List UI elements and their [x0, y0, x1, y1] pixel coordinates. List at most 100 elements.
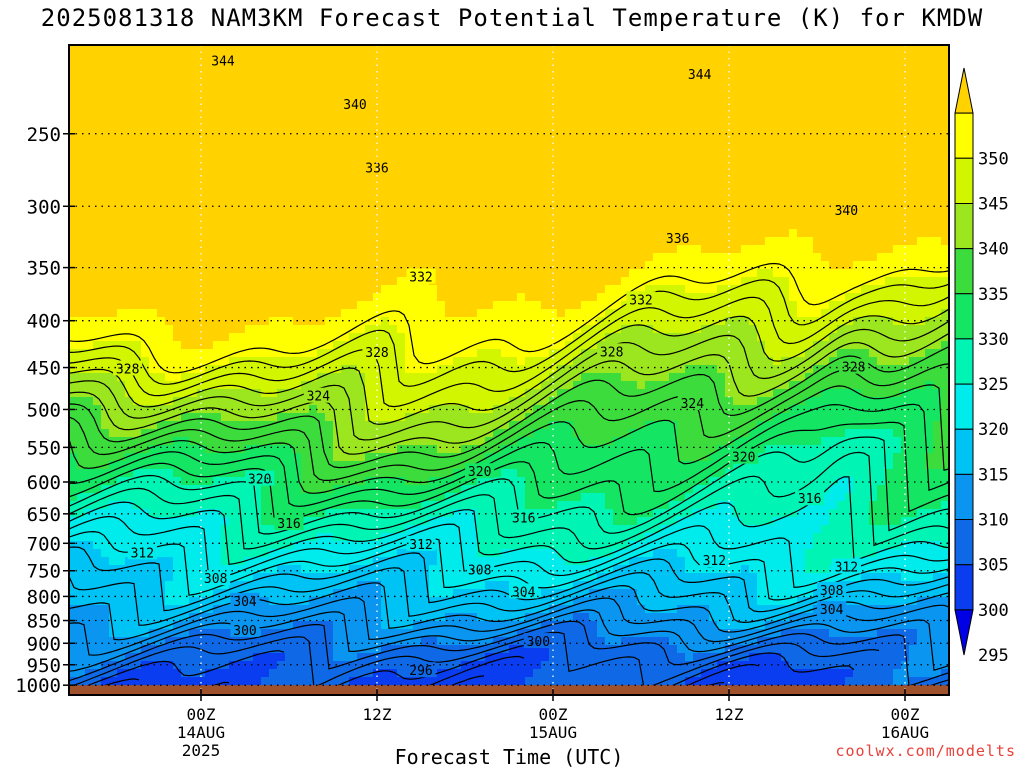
contour-label-bg — [509, 583, 539, 599]
contour-label: 332 — [629, 293, 652, 308]
y-tick-label: 950 — [27, 655, 61, 677]
x-tick-label: 00Z — [891, 705, 920, 724]
colorbar-swatch — [954, 609, 974, 656]
contour-label: 328 — [600, 345, 623, 360]
y-tick-label: 900 — [27, 633, 61, 655]
contour-label: 320 — [468, 465, 491, 480]
y-tick-label: 400 — [27, 311, 61, 333]
colorbar-label: 335 — [978, 285, 1009, 305]
contour-line-330 — [69, 384, 949, 494]
x-tick-label: 2025 — [182, 741, 221, 760]
x-tick-label: 14AUG — [177, 723, 225, 742]
colorbar-label: 350 — [978, 149, 1009, 169]
contour-line-314 — [69, 546, 949, 613]
contour-label-bg — [523, 633, 553, 649]
colorbar-label: 340 — [978, 240, 1009, 260]
contour-label: 304 — [820, 603, 844, 618]
contour-line-310 — [69, 582, 949, 641]
y-tick-label: 300 — [27, 196, 61, 218]
contour-label: 300 — [527, 635, 550, 650]
chart-title: 2025081318 NAM3KM Forecast Potential Tem… — [40, 4, 984, 32]
y-tick-label: 700 — [27, 533, 61, 555]
contour-label: 340 — [343, 98, 366, 113]
contour-label: 316 — [798, 492, 821, 507]
credit-link[interactable]: coolwx.com/modelts — [835, 742, 1016, 760]
contour-line-336 — [69, 332, 949, 455]
contour-label: 312 — [409, 538, 432, 553]
colorbar-label: 345 — [978, 194, 1009, 214]
y-tick-label: 850 — [27, 611, 61, 633]
contour-label: 320 — [248, 473, 271, 488]
contour-label-bg — [127, 544, 157, 560]
contour-label-bg — [626, 291, 656, 307]
contour-line-340 — [69, 308, 949, 425]
contour-label-bg — [465, 561, 495, 577]
contour-label-bg — [406, 662, 436, 678]
contour-line-322 — [69, 451, 949, 550]
contour-label-bg — [817, 601, 847, 617]
y-tick-label: 500 — [27, 399, 61, 421]
contour-line-338 — [69, 320, 949, 441]
contour-label-bg — [362, 159, 392, 175]
contour-label-bg — [795, 490, 825, 506]
contour-label-bg — [208, 52, 238, 68]
contour-label: 340 — [835, 204, 858, 219]
colorbar-swatch — [954, 293, 974, 340]
contour-label: 328 — [842, 361, 865, 376]
colorbar-swatch — [954, 338, 974, 385]
contour-label-bg — [465, 463, 495, 479]
y-tick-label: 800 — [27, 586, 61, 608]
ground-surface — [69, 685, 949, 695]
colorbar-label: 305 — [978, 556, 1009, 576]
contour-label-bg — [230, 621, 260, 637]
contour-label: 308 — [204, 572, 227, 587]
y-tick-label: 1000 — [15, 675, 61, 697]
contour-label: 336 — [666, 232, 689, 247]
contour-label-bg — [699, 551, 729, 567]
contour-label: 324 — [307, 390, 331, 405]
contour-line-306 — [69, 609, 949, 672]
contour-label: 324 — [681, 397, 705, 412]
colorbar-label: 300 — [978, 601, 1009, 621]
contour-line-316 — [69, 530, 949, 601]
contour-label: 304 — [233, 595, 257, 610]
colorbar-swatch — [954, 67, 974, 114]
contour-label: 308 — [820, 584, 843, 599]
contour-label: 300 — [233, 624, 256, 639]
contour-label-bg — [597, 343, 627, 359]
contour-line-334 — [69, 346, 949, 469]
y-tick-label: 550 — [27, 437, 61, 459]
y-tick-label: 650 — [27, 504, 61, 526]
x-tick-label: 12Z — [363, 705, 392, 724]
color-scale-bar: 295 300 305 310 315 320 325 330 335 340 345 350 — [954, 67, 1009, 666]
colorbar-label: 310 — [978, 511, 1009, 531]
contour-line-346 — [69, 262, 949, 374]
x-tick-label: 00Z — [187, 705, 216, 724]
colorbar-swatch — [954, 564, 974, 611]
colorbar-swatch — [954, 112, 974, 159]
colorbar-swatch — [954, 202, 974, 250]
x-tick-label: 15AUG — [529, 723, 577, 742]
contour-label: 344 — [211, 55, 235, 70]
x-tick-label: 00Z — [539, 705, 568, 724]
x-tick-label: 12Z — [715, 705, 744, 724]
contour-line-332 — [69, 363, 949, 481]
contour-label: 312 — [703, 554, 726, 569]
y-tick-label: 750 — [27, 561, 61, 583]
contour-label-bg — [677, 395, 707, 411]
contour-line-320 — [69, 476, 949, 565]
contour-line-344 — [69, 279, 949, 387]
contour-line-304 — [69, 620, 949, 687]
y-axis: 2503003504004505005506006507007508008509… — [15, 124, 75, 697]
contour-label: 316 — [277, 517, 300, 532]
contour-label-bg — [406, 268, 436, 284]
contour-line-342 — [69, 296, 949, 408]
colorbar-label: 295 — [978, 646, 1009, 666]
contour-label-bg — [340, 96, 370, 112]
contour-label: 296 — [409, 664, 432, 679]
colorbar-label: 315 — [978, 465, 1009, 485]
y-tick-label: 250 — [27, 124, 61, 146]
colorbar-swatch — [954, 428, 974, 475]
